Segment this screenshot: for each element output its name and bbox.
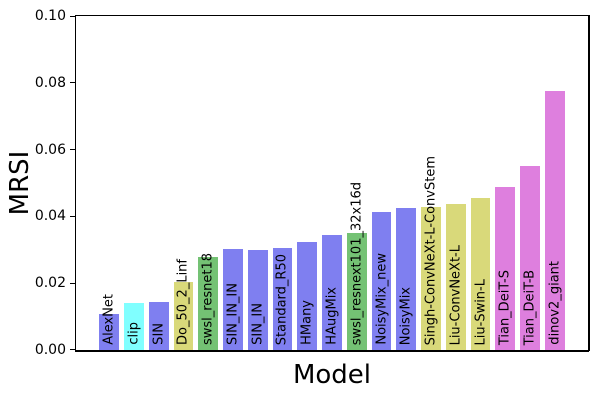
bottom-spine bbox=[75, 350, 589, 352]
bar-liu-swin-l bbox=[470, 197, 491, 350]
y-tick-label-0.00: 0.00 bbox=[34, 342, 66, 358]
bar-label-sin-in: SIN_IN bbox=[250, 303, 266, 345]
y-tick-mark-0.08 bbox=[69, 82, 75, 84]
right-spine bbox=[588, 15, 590, 351]
bar-haugmix bbox=[322, 235, 342, 350]
bar-label-swsl-resnext101-32x16d: swsl_resnext101_32x16d bbox=[349, 181, 365, 345]
y-tick-mark-0.10 bbox=[69, 16, 75, 18]
bar-alexnet bbox=[99, 313, 120, 350]
bar-label-singh-convnext-l-convstem: Singh-ConvNeXt-L-ConvStem bbox=[423, 155, 439, 345]
bar-swsl-resnext101-32x16d bbox=[346, 232, 367, 350]
bar-clip bbox=[124, 303, 144, 350]
y-tick-label-0.02: 0.02 bbox=[34, 275, 66, 292]
y-tick-mark-0.00 bbox=[69, 348, 75, 350]
bar-label-noisymix-new: NoisyMix_new bbox=[374, 253, 390, 345]
bar-label-liu-convnext-l: Liu-ConvNeXt-L bbox=[448, 244, 464, 345]
bar-label-swsl-resnet18: swsl_resnet18 bbox=[200, 253, 216, 345]
bar-tian-deit-b bbox=[520, 166, 540, 350]
bar-noisymix bbox=[396, 208, 417, 350]
bar-dinov2-giant bbox=[544, 91, 565, 350]
bar-label-sin: SIN bbox=[151, 323, 167, 345]
bar-liu-convnext-l bbox=[445, 204, 466, 350]
bar-label-alexnet: AlexNet bbox=[101, 294, 117, 345]
bar-hmany bbox=[297, 241, 318, 350]
y-tick-mark-0.04 bbox=[69, 215, 75, 218]
y-tick-mark-0.06 bbox=[69, 148, 75, 151]
y-axis-label: MRSI bbox=[5, 150, 35, 216]
y-tick-mark-0.02 bbox=[69, 282, 75, 284]
y-tick-label-0.06: 0.06 bbox=[34, 141, 66, 158]
bar-swsl-resnet18 bbox=[198, 257, 219, 350]
bar-sin-in-in bbox=[223, 249, 243, 350]
bar-label-dinov2-giant: dinov2_giant bbox=[547, 261, 563, 345]
bar-tian-deit-s bbox=[495, 186, 516, 350]
bar-do-50-2-linf bbox=[173, 281, 194, 350]
bar-label-tian-deit-b: Tian_DeiT-B bbox=[522, 269, 538, 345]
y-tick-label-0.04: 0.04 bbox=[34, 208, 66, 225]
bar-label-sin-in-in: SIN_IN_IN bbox=[225, 283, 241, 345]
x-axis-label: Model bbox=[292, 360, 372, 390]
bar-label-hmany: HMany bbox=[299, 300, 315, 345]
bar-label-clip: clip bbox=[126, 322, 142, 345]
bar-label-liu-swin-l: Liu-Swin-L bbox=[473, 278, 489, 345]
bar-standard-r50 bbox=[272, 248, 293, 350]
bar-label-haugmix: HAugMix bbox=[324, 287, 340, 345]
bar-label-noisymix: NoisyMix bbox=[398, 286, 414, 345]
top-spine bbox=[75, 14, 589, 16]
bar-sin bbox=[148, 302, 169, 350]
left-spine bbox=[74, 15, 76, 351]
y-tick-label-0.10: 0.10 bbox=[34, 8, 66, 24]
bar-noisymix-new bbox=[371, 211, 392, 350]
bar-singh-convnext-l-convstem bbox=[421, 207, 441, 350]
y-tick-label-0.08: 0.08 bbox=[34, 74, 66, 91]
bar-label-standard-r50: Standard_R50 bbox=[274, 253, 290, 345]
bar-sin-in bbox=[247, 249, 268, 350]
bar-label-tian-deit-s: Tian_DeiT-S bbox=[497, 269, 513, 345]
plot-area: 0.00 0.02 0.04 0.06 0.08 0.10 AlexNet clip SIN Do… bbox=[35, 8, 590, 358]
bar-label-do-50-2-linf: Do_50_2_Linf bbox=[175, 259, 191, 345]
